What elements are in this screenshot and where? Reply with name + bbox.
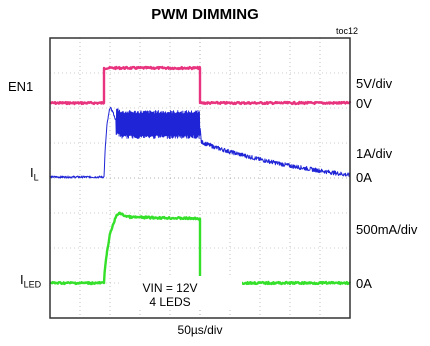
il-trace [49, 106, 351, 179]
iled-scale-label: 500mA/div [356, 222, 418, 237]
chart-title: PWM DIMMING [151, 6, 259, 23]
iled-trace [49, 211, 352, 286]
iled-zero-label: 0A [356, 276, 372, 291]
annotation-background [120, 276, 242, 310]
scope-frame [49, 37, 351, 319]
iled-label-sub: LED [23, 279, 42, 290]
x-axis-label: 50µs/div [177, 323, 223, 337]
en1-zero-label: 0V [356, 96, 372, 111]
il-label: IL [30, 165, 39, 183]
en1-scale-label: 5V/div [356, 76, 393, 91]
scope-traces [49, 65, 352, 286]
annotation-line1: VIN = 12V [142, 281, 197, 295]
scope-grid [50, 38, 350, 318]
figure-id: toc12 [336, 26, 359, 36]
il-label-main: I [30, 165, 34, 180]
iled-label: ILED [20, 272, 41, 290]
en1-label: EN1 [8, 79, 34, 94]
annotation-line2: 4 LEDS [149, 295, 190, 309]
en1-trace [49, 65, 352, 106]
il-scale-label: 1A/div [356, 146, 393, 161]
il-label-sub: L [33, 172, 39, 183]
iled-label-main: I [20, 272, 24, 287]
il-zero-label: 0A [356, 170, 372, 185]
